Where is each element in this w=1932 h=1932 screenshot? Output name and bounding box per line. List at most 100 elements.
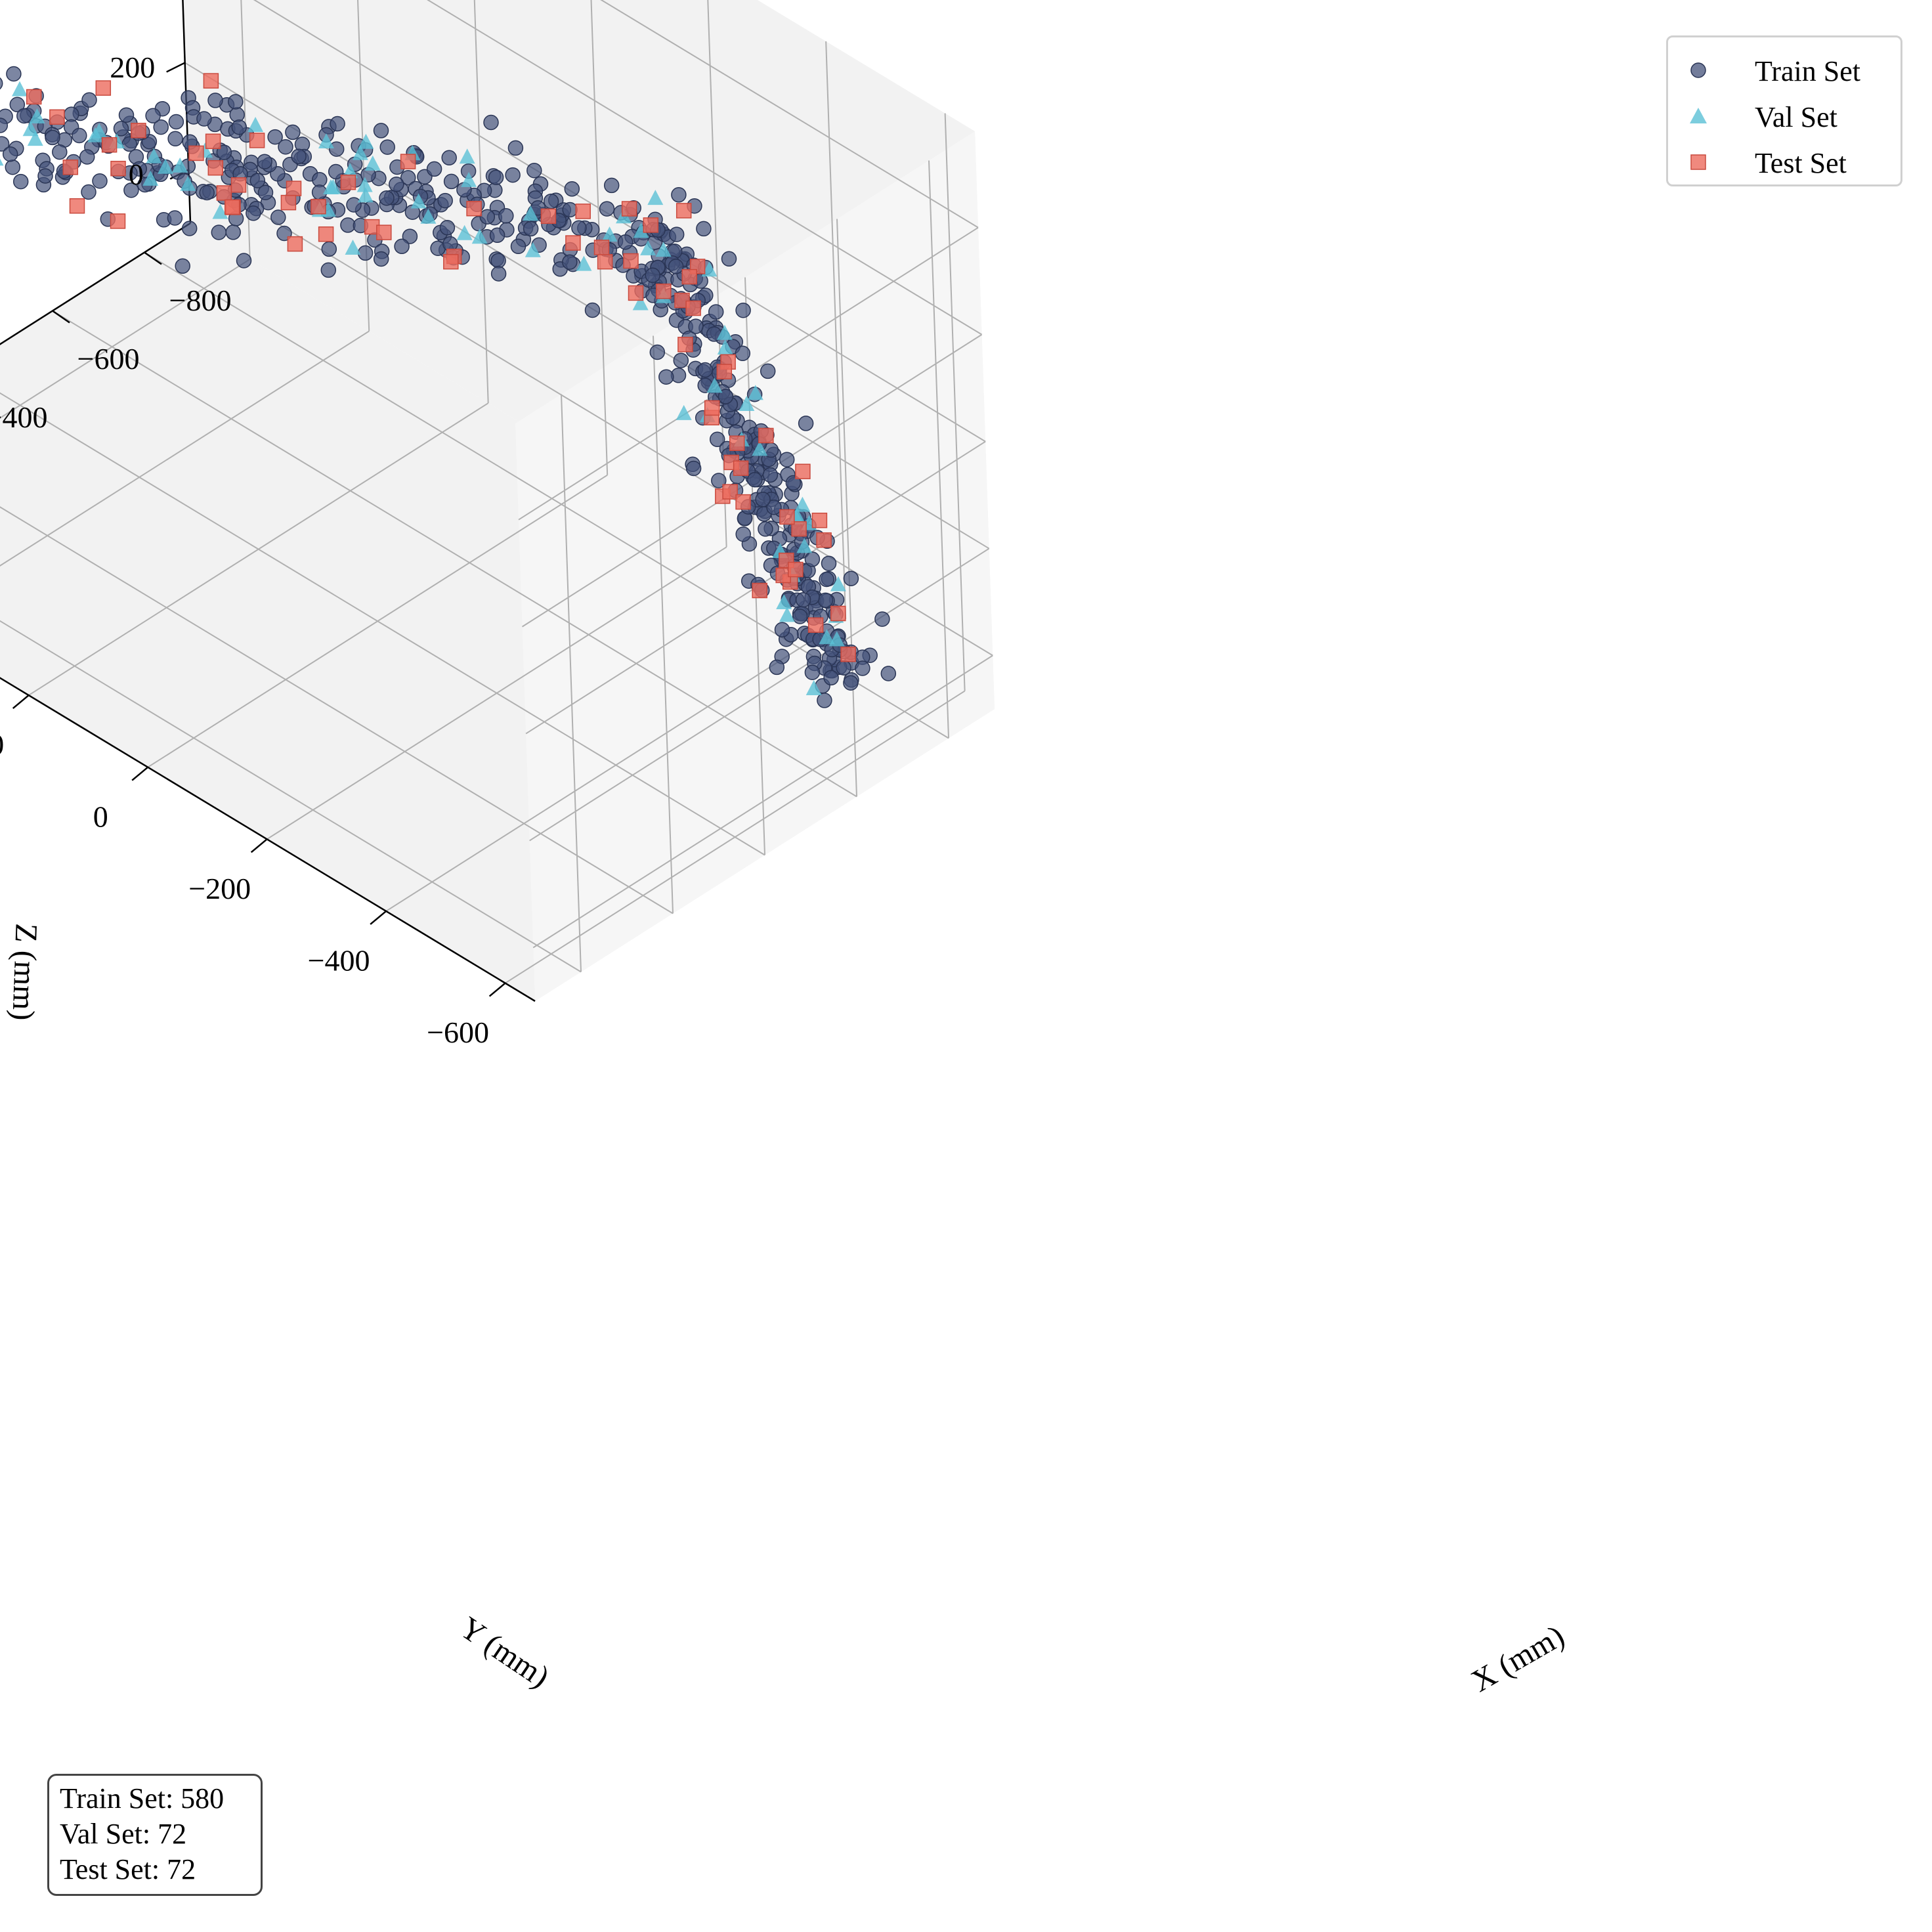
test-point: [443, 253, 459, 270]
dataset-counts-box: Train Set: 580 Val Set: 72 Test Set: 72: [47, 1774, 263, 1896]
train-point: [285, 124, 301, 140]
train-point: [257, 154, 272, 169]
val-point: [655, 242, 672, 257]
test-point: [280, 194, 297, 211]
train-point: [709, 431, 725, 448]
val-point: [779, 607, 795, 622]
train-point: [441, 150, 457, 166]
grid-line-z-left: [426, 0, 983, 335]
train-point: [249, 173, 266, 188]
train-point: [52, 144, 68, 160]
val-point: [461, 171, 477, 187]
test-point: [752, 582, 767, 599]
train-point: [490, 266, 507, 282]
val-point: [158, 158, 173, 174]
test-point: [733, 460, 749, 476]
grid-line-y-wall: [590, 0, 609, 475]
train-point: [762, 467, 779, 483]
test-point: [681, 268, 697, 285]
train-point: [721, 251, 737, 267]
val-point: [352, 144, 368, 160]
val-point: [27, 131, 43, 146]
train-point: [523, 221, 539, 237]
data-points: [0, 66, 897, 708]
train-point: [394, 238, 410, 255]
train-point: [9, 97, 26, 113]
train-point: [708, 304, 724, 320]
test-point: [26, 89, 42, 105]
train-point: [404, 204, 421, 220]
train-point: [718, 389, 734, 404]
grid-line-z-left: [600, 0, 979, 228]
grid-line-y-floor: [147, 474, 608, 768]
train-point: [0, 118, 9, 133]
test-point: [643, 217, 659, 233]
train-point: [571, 220, 587, 236]
val-point: [819, 629, 835, 645]
train-point: [373, 251, 389, 267]
grid-line-z-left: [253, 0, 986, 442]
train-point: [735, 302, 751, 318]
train-point: [181, 221, 198, 236]
legend-label-test: Test Set: [1755, 147, 1847, 179]
train-point: [584, 302, 601, 318]
test-point: [131, 123, 146, 139]
grid-line-z-right: [529, 547, 990, 842]
grid-line-z-right: [532, 655, 993, 949]
val-point: [523, 205, 539, 221]
y-tick: [12, 695, 30, 710]
test-point: [722, 484, 738, 500]
train-point: [617, 234, 633, 250]
val-point: [747, 385, 763, 400]
val-point: [323, 179, 339, 194]
train-point: [688, 318, 704, 334]
test-point: [779, 509, 795, 525]
test-count: Test Set: 72: [60, 1853, 196, 1885]
train-point: [278, 139, 293, 155]
val-point: [796, 538, 813, 553]
train-point: [45, 129, 60, 146]
train-point: [328, 141, 345, 157]
train-point: [507, 140, 524, 156]
test-point: [188, 145, 204, 161]
y-axis-label: Y (mm): [454, 1610, 555, 1695]
test-point: [840, 646, 856, 662]
test-point: [830, 605, 846, 622]
y-tick-label: −400: [308, 944, 370, 977]
val-point: [146, 148, 162, 163]
train-point: [231, 119, 247, 135]
test-point: [203, 73, 219, 89]
train-point: [225, 225, 241, 240]
train-point: [153, 119, 169, 135]
train-point: [79, 149, 95, 165]
train-point: [291, 148, 307, 165]
val-point: [828, 631, 845, 647]
val-point: [345, 240, 361, 255]
grid-line-y-floor: [0, 330, 370, 567]
train-point: [804, 551, 821, 567]
y-tick-label: 0: [93, 800, 108, 833]
val-point: [525, 242, 541, 257]
train-point: [12, 173, 29, 190]
x-tick: [52, 310, 70, 324]
test-point: [677, 337, 693, 353]
test-point: [729, 435, 745, 451]
train-point: [505, 167, 521, 183]
y-tick: [370, 911, 387, 925]
test-point: [49, 109, 65, 125]
test-point: [735, 494, 751, 510]
train-point: [843, 570, 859, 586]
val-point: [794, 496, 811, 512]
train-point: [321, 241, 337, 257]
val-point: [12, 81, 28, 97]
train-point: [373, 123, 389, 139]
train-point: [673, 353, 689, 368]
train-point: [168, 114, 184, 130]
test-point: [565, 235, 581, 251]
train-point: [389, 176, 404, 192]
train-point: [379, 190, 395, 206]
val-point: [342, 163, 358, 179]
train-point: [257, 184, 274, 200]
y-tick: [488, 982, 506, 997]
